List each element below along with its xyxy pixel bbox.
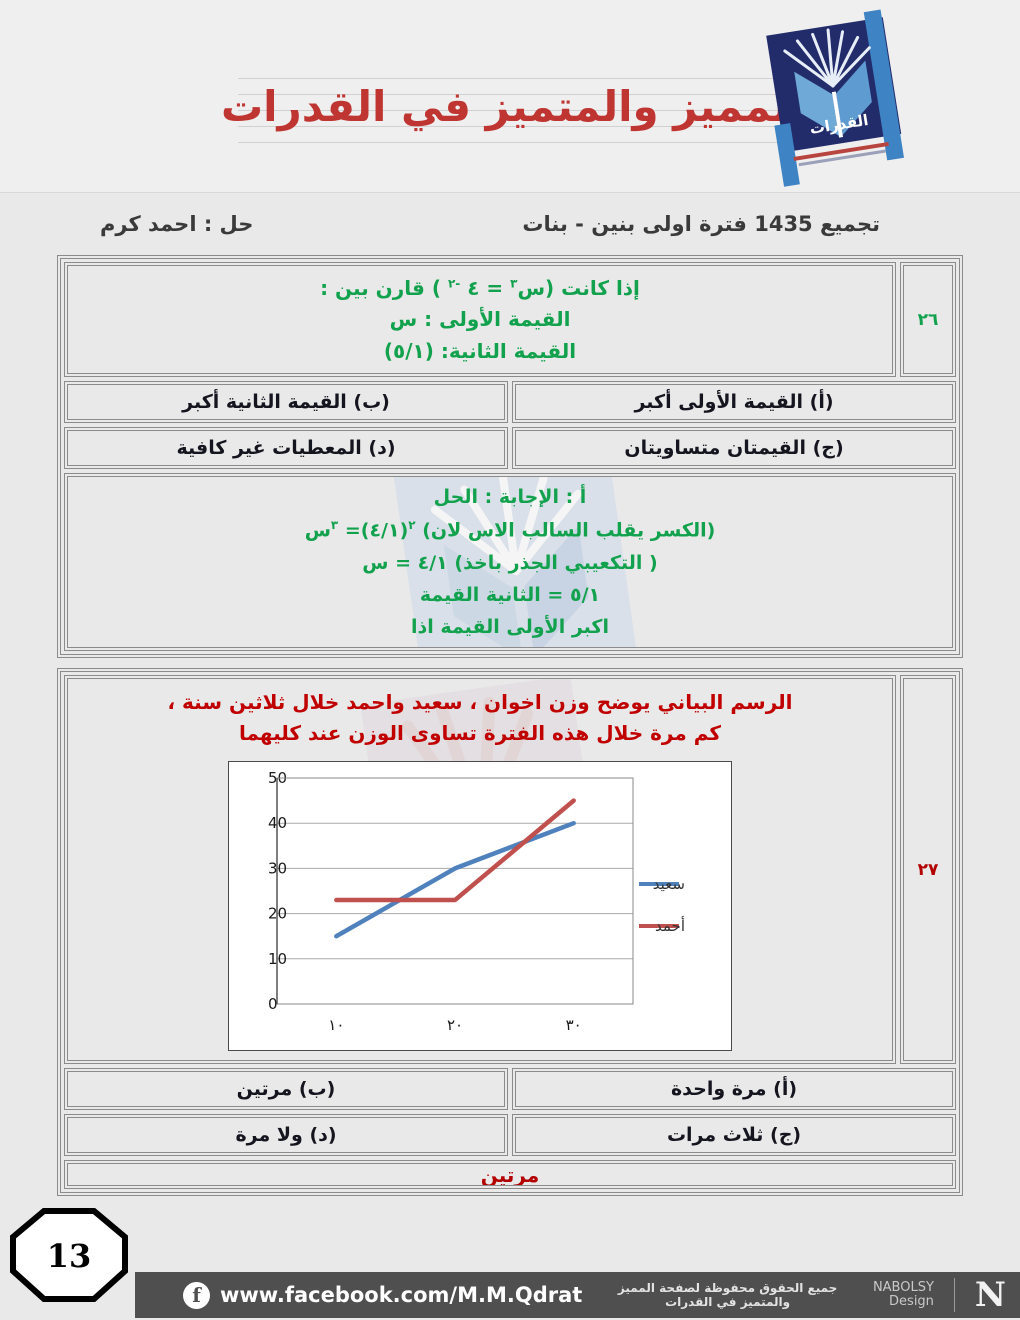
subtitle-row: تجميع 1435 فترة اولى بنين - بنات حل : اح… bbox=[0, 193, 1020, 255]
designer-name: NABOLSY bbox=[872, 1280, 934, 1295]
q27-option-a: (أ) مرة واحدة bbox=[512, 1068, 956, 1110]
collection-title: تجميع 1435 فترة اولى بنين - بنات bbox=[522, 212, 880, 236]
facebook-url: www.facebook.com/M.M.Qdrat bbox=[220, 1283, 583, 1307]
q27-option-b: (ب) مرتين bbox=[64, 1068, 508, 1110]
page-number-badge: 13 bbox=[6, 1206, 132, 1308]
svg-text:٣٠: ٣٠ bbox=[566, 1016, 582, 1034]
q26-option-b: (ب) القيمة الثانية أكبر bbox=[64, 381, 508, 423]
footer: f www.facebook.com/M.M.Qdrat جميع الحقوق… bbox=[135, 1272, 1020, 1318]
q26-option-c: (ج) القيمتان متساويتان bbox=[512, 427, 956, 469]
solution-conclusion-line: اذا ‎القيمة ‎الأولى ‎اكبر bbox=[411, 615, 609, 638]
solution-answer-line: الحل ‎: ‎الإجابة ‎: ‎أ bbox=[433, 486, 587, 509]
question-26-stem: إذا كانت (س٣ = ٤ -٢ ) قارن بين : القيمة … bbox=[64, 262, 896, 377]
solver-credit: حل : احمد كرم bbox=[100, 212, 254, 236]
svg-text:0: 0 bbox=[268, 995, 278, 1013]
solution-root-line: س ‎= ‎٤/١ ‎(باخذ ‎الجذر ‎التكعيبي ‎) bbox=[362, 551, 658, 574]
designer-logo-icon: N bbox=[974, 1275, 1006, 1315]
title-ruled-lines bbox=[238, 78, 798, 144]
question-27-stem: الرسم البياني يوضح وزن اخوان ، سعيد واحم… bbox=[64, 675, 896, 1064]
q26-stem-line1: إذا كانت (س٣ = ٤ -٢ ) قارن بين : bbox=[320, 275, 640, 300]
designer-sub: Design bbox=[889, 1294, 934, 1309]
question-26-number: ٢٦ bbox=[900, 262, 956, 377]
q27-final-answer: مرتين bbox=[64, 1160, 956, 1189]
page-title: المميز والمتميز في القدرات bbox=[220, 82, 803, 131]
header: المميز والمتميز في القدرات القدرات bbox=[0, 0, 1020, 193]
footer-divider bbox=[953, 1278, 955, 1312]
weight-chart-svg: 01020304050١٠٢٠٣٠سعيدأحمد bbox=[268, 769, 685, 1034]
solution-eq-line: س٣ =(٤/١)٢ (لان ‎الاس ‎السالب ‎يقلب ‎الك… bbox=[304, 518, 716, 542]
question-27-block: ٢٧ الرسم البياني يوضح وزن اخوان ، سعيد و… bbox=[57, 668, 963, 1196]
svg-text:سعيد: سعيد bbox=[653, 875, 685, 893]
designer-credit: NABOLSY Design bbox=[873, 1281, 934, 1309]
question-26-block: ٢٦ إذا كانت (س٣ = ٤ -٢ ) قارن بين : القي… bbox=[57, 255, 963, 658]
q27-option-c: (ج) ثلاث مرات bbox=[512, 1114, 956, 1156]
svg-text:أحمد: أحمد bbox=[655, 916, 685, 935]
q26-stem-line3: القيمة الثانية: (٥/١) bbox=[383, 339, 577, 364]
q26-stem-line2: القيمة الأولى : س bbox=[389, 307, 571, 332]
rights-text: جميع الحقوق محفوظة لصفحة المميز والمتميز… bbox=[617, 1281, 838, 1309]
q26-option-d: (د) المعطيات غير كافية bbox=[64, 427, 508, 469]
brand-logo-icon: القدرات bbox=[748, 8, 918, 188]
q27-stem-line2: كم مرة خلال هذه الفترة تساوى الوزن عند ك… bbox=[238, 721, 722, 745]
svg-text:٢٠: ٢٠ bbox=[447, 1016, 463, 1034]
q27-option-d: (د) ولا مرة bbox=[64, 1114, 508, 1156]
question-27-number: ٢٧ bbox=[900, 675, 956, 1064]
q26-option-a: (أ) القيمة الأولى أكبر bbox=[512, 381, 956, 423]
q27-stem-line1: الرسم البياني يوضح وزن اخوان ، سعيد واحم… bbox=[167, 690, 793, 714]
page-number: 13 bbox=[47, 1237, 92, 1275]
weight-line-chart: 01020304050١٠٢٠٣٠سعيدأحمد bbox=[228, 761, 732, 1051]
facebook-icon: f bbox=[183, 1281, 210, 1309]
solution-value-line: القيمة ‎الثانية ‎= ‎٥/١ bbox=[419, 583, 601, 606]
svg-text:١٠: ١٠ bbox=[328, 1016, 344, 1034]
q26-solution-box: الحل ‎: ‎الإجابة ‎: ‎أ س٣ =(٤/١)٢ (لان ‎… bbox=[64, 473, 956, 651]
